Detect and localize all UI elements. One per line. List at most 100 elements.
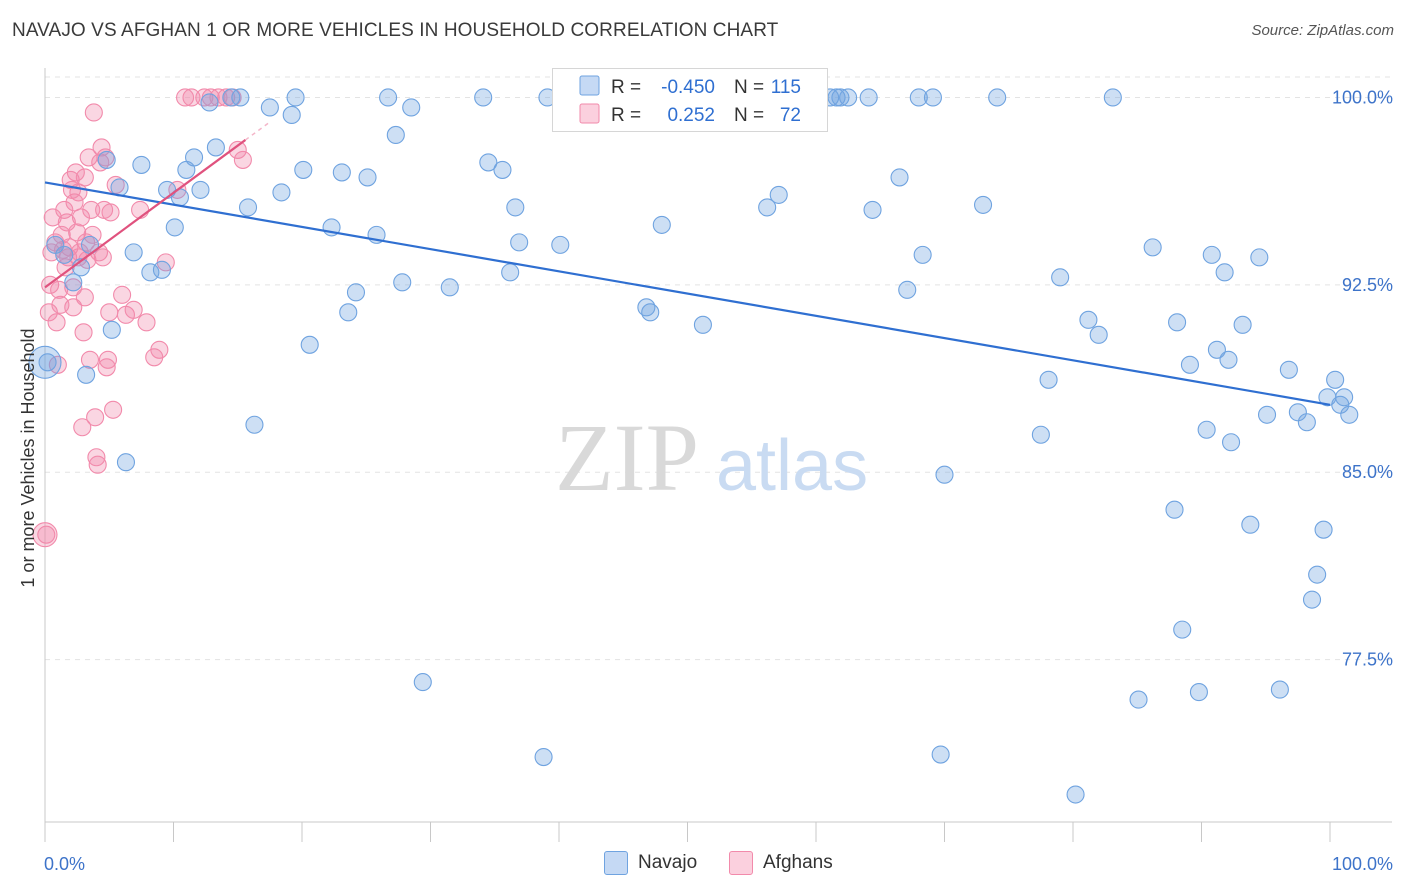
legend-afghan-n-value: 72 (780, 105, 801, 126)
navajo-point-68 (859, 88, 878, 107)
navajo-point-66 (831, 88, 850, 107)
chart-title: NAVAJO VS AFGHAN 1 OR MORE VEHICLES IN H… (12, 20, 779, 41)
afghan-points (32, 88, 252, 548)
afghan-point-56 (150, 340, 169, 359)
afghan-point-59 (176, 88, 195, 107)
navajo-point-13 (141, 263, 160, 282)
afghan-point-66 (228, 140, 247, 159)
legend-navajo-r-value: -0.450 (661, 77, 715, 98)
navajo-point-12 (132, 155, 151, 174)
navajo-point-47 (493, 160, 512, 179)
navajo-point-104 (1279, 360, 1298, 379)
navajo-point-90 (1173, 620, 1192, 639)
navajo-point-111 (1326, 370, 1345, 389)
y-tick-label-1: 92.5% (1342, 275, 1393, 295)
afghan-point-48 (104, 400, 123, 419)
navajo-point-76 (935, 465, 954, 484)
navajo-point-25 (238, 198, 258, 217)
navajo-point-27 (260, 98, 279, 117)
navajo-point-35 (339, 303, 358, 322)
afghans-swatch (729, 851, 753, 875)
afghan-point-6 (47, 313, 66, 332)
navajo-point-5 (77, 365, 96, 384)
legend-item-navajo[interactable]: Navajo (604, 851, 697, 875)
navajo-point-80 (1039, 370, 1058, 389)
afghan-point-63 (209, 88, 228, 107)
navajo-point-94 (1202, 245, 1221, 264)
navajo-point-51 (534, 747, 553, 767)
afghan-point-44 (97, 358, 116, 377)
navajo-point-101 (1250, 248, 1269, 267)
navajo-point-91 (1180, 355, 1199, 374)
y-tick-label-3: 77.5% (1342, 650, 1393, 670)
navajo-points (28, 88, 1359, 804)
navajo-point-87 (1143, 238, 1162, 257)
navajo-point-61 (758, 198, 777, 217)
navajo-point-95 (1207, 340, 1226, 359)
legend-navajo-label: Navajo (638, 852, 698, 873)
navajo-point-16 (165, 218, 184, 237)
navajo-point-77 (973, 195, 993, 214)
afghan-point-41 (93, 248, 112, 267)
afghan-point-60 (182, 88, 201, 107)
navajo-point-114 (1340, 405, 1359, 424)
afghan-point-54 (137, 313, 156, 332)
navajo-point-88 (1165, 500, 1184, 519)
afghan-point-37 (88, 455, 107, 474)
legend-afghan-r-value: 0.252 (667, 105, 715, 126)
afghan-point-61 (195, 88, 214, 107)
navajo-point-78 (988, 88, 1007, 107)
navajo-point-24 (231, 88, 250, 107)
navajo-point-42 (402, 98, 421, 117)
navajo-point-40 (386, 125, 405, 144)
afghan-point-36 (87, 448, 106, 467)
afghan-point-25 (73, 418, 92, 437)
navajo-point-7 (97, 150, 116, 169)
navajo-point-67 (839, 88, 858, 107)
navajo-point-59 (693, 315, 712, 334)
afghan-point-35 (86, 408, 105, 427)
y-axis-label: 1 or more Vehicles in Household (18, 328, 38, 587)
afghan-point-8 (50, 280, 69, 299)
navajo-point-39 (379, 88, 398, 107)
navajo-point-1 (46, 235, 65, 254)
navajo-point-29 (282, 105, 301, 125)
navajo-point-86 (1129, 690, 1148, 709)
navajo-point-3 (64, 273, 83, 292)
legend-swatch-afghan (579, 103, 600, 124)
legend-afghans-label: Afghans (763, 852, 833, 873)
afghan-point-46 (100, 303, 119, 322)
afghan-point-large (32, 522, 58, 548)
navajo-point-62 (769, 185, 788, 204)
legend-item-afghans[interactable]: Afghans (729, 851, 833, 875)
afghan-point-20 (66, 163, 85, 182)
navajo-point-28 (272, 183, 291, 202)
afghan-point-45 (98, 350, 118, 369)
afghan-point-71 (64, 298, 83, 317)
navajo-point-41 (393, 273, 412, 292)
navajo-point-105 (1288, 403, 1307, 422)
afghan-point-0 (37, 525, 56, 544)
navajo-point-100 (1241, 515, 1260, 534)
navajo-point-107 (1302, 590, 1322, 609)
navajo-point-81 (1051, 268, 1070, 287)
navajo-point-96 (1215, 263, 1234, 282)
afghan-trend-line (44, 139, 247, 289)
navajo-point-109 (1314, 520, 1333, 539)
legend-navajo-n-value: 115 (771, 77, 801, 98)
navajo-point-0 (38, 353, 57, 372)
afghan-point-52 (124, 300, 143, 319)
navajo-point-73 (913, 245, 932, 264)
navajo-point-74 (923, 88, 942, 107)
legend-afghan-r-label: R = (611, 105, 641, 126)
navajo-point-20 (191, 180, 210, 199)
navajo-point-26 (245, 415, 264, 434)
trend-lines (44, 121, 1331, 406)
y-tick-label-0: 100.0% (1332, 87, 1393, 107)
afghan-point-64 (217, 88, 236, 107)
navajo-point-53 (551, 235, 570, 254)
afghan-point-19 (65, 193, 84, 212)
navajo-point-46 (479, 153, 498, 172)
navajo-point-37 (358, 168, 377, 187)
